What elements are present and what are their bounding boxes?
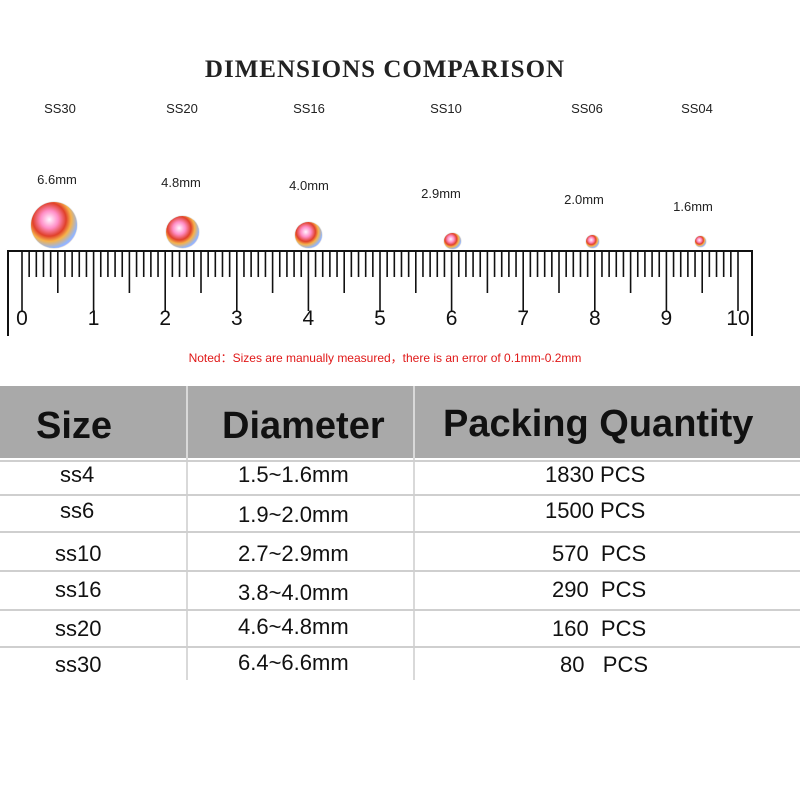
cell-diameter: 6.4~6.6mm [238,650,349,675]
row-divider [0,460,800,462]
rhinestone-ss04-image [695,236,706,247]
row-divider [0,646,800,648]
ruler-number: 8 [588,307,601,330]
gem-diameter-label: 4.8mm [161,175,201,190]
rhinestone-ss10-image [444,233,461,249]
cell-size: ss20 [55,616,102,641]
cell-diameter: 3.8~4.0mm [238,580,349,605]
cell-diameter: 4.6~4.8mm [238,614,349,639]
header-packing-quantity: Packing Quantity [443,403,754,445]
table-header: Size Diameter Packing Quantity [0,386,800,458]
ruler-number: 0 [16,307,28,330]
row-divider [0,531,800,533]
rhinestone-ss30-image [31,202,77,248]
gem-diameter-label: 6.6mm [37,172,77,187]
column-divider [413,386,415,680]
cell-diameter: 2.7~2.9mm [238,541,349,566]
gem-diameter-label: 2.0mm [564,192,604,207]
ruler-number: 6 [445,307,458,330]
cell-size: ss30 [55,652,102,677]
header-diameter: Diameter [222,405,385,447]
gem-diameter-label: 1.6mm [673,199,713,214]
ruler [7,250,753,336]
gem-size-label: SS06 [571,101,603,116]
ruler-number: 5 [374,307,386,330]
gem-size-label: SS20 [166,101,198,116]
cell-size: ss6 [60,498,95,523]
ruler-number: 3 [230,307,243,330]
cell-size: ss16 [55,577,102,602]
rhinestone-ss16-image [295,222,322,248]
cell-quantity: 1500 PCS [545,498,646,523]
cell-quantity: 80 PCS [560,652,649,677]
cell-diameter: 1.9~2.0mm [238,502,349,527]
ruler-number: 1 [87,307,100,330]
gem-diameter-label: 4.0mm [289,178,329,193]
ruler-number: 9 [660,307,673,330]
cell-diameter: 1.5~1.6mm [238,462,349,487]
header-size: Size [36,405,113,447]
gem-size-label: SS16 [293,101,325,116]
cell-size: ss10 [55,541,102,566]
cell-quantity: 1830 PCS [545,462,646,487]
row-divider [0,609,800,611]
row-divider [0,570,800,572]
gem-size-label: SS30 [44,101,76,116]
ruler-number: 7 [517,307,530,330]
rhinestone-ss20-image [166,216,199,248]
cell-quantity: 160 PCS [552,616,647,641]
cell-size: ss4 [60,462,95,487]
cell-quantity: 570 PCS [552,541,647,566]
page-title: DIMENSIONS COMPARISON [204,56,566,83]
rhinestone-ss06-image [586,235,599,248]
ruler-number: 2 [159,307,172,330]
ruler-number: 10 [726,307,750,330]
row-divider [0,494,800,496]
gem-size-label: SS10 [430,101,462,116]
ruler-frame [7,250,753,336]
gem-diameter-label: 2.9mm [421,186,461,201]
column-divider [186,386,188,680]
measurement-note: Noted：Sizes are manually measured，there … [188,351,582,365]
gem-size-label: SS04 [681,101,713,116]
cell-quantity: 290 PCS [552,577,647,602]
ruler-number: 4 [302,307,315,330]
